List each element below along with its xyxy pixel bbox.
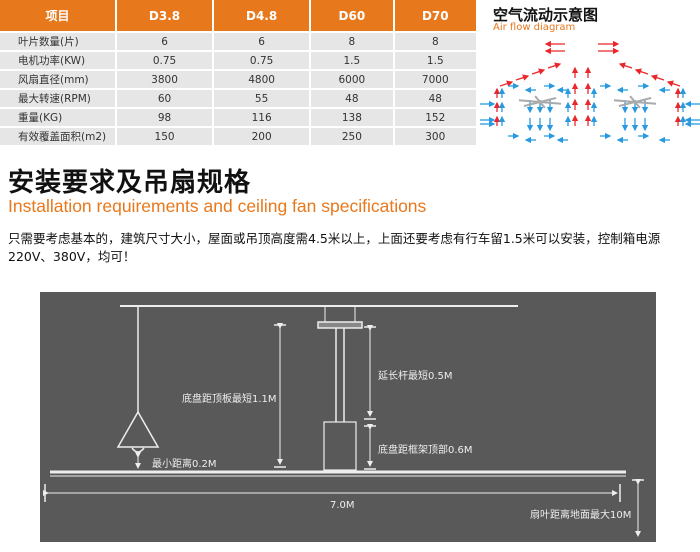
label-floor: 扇叶距离地面最大10M [530, 508, 631, 521]
lamp-shade-icon [116, 410, 160, 448]
cell: 250 [311, 128, 393, 145]
cell: 150 [117, 128, 213, 145]
fan-blade-icon [634, 101, 641, 109]
fan-blade-icon [534, 95, 541, 103]
fan-blade-icon [539, 101, 546, 109]
cell: 48 [394, 90, 476, 107]
cell: 6000 [311, 71, 393, 88]
label-chassis-ceiling: 底盘距顶板最短1.1M [182, 392, 277, 405]
red-arrow-icon [547, 62, 562, 69]
red-arrow-icon [618, 62, 633, 69]
label-span: 7.0M [330, 500, 355, 511]
cell: 7000 [394, 71, 476, 88]
spec-table: 项目 D3.8 D4.8 D60 D70 叶片数量(片) 6 6 8 8 电机功率(KW)… [0, 0, 478, 147]
cell: 0.75 [117, 52, 213, 69]
cell: 60 [117, 90, 213, 107]
fan-blade-icon [539, 96, 557, 103]
row-label: 有效覆盖面积(m2) [0, 128, 115, 145]
cell: 0.75 [214, 52, 310, 69]
section-subtitle: Installation requirements and ceiling fa… [8, 196, 427, 216]
section-title: 安装要求及吊扇规格 [8, 168, 252, 198]
fan-blade-icon [613, 99, 636, 103]
cell: 1.5 [311, 52, 393, 69]
header-cell: D60 [311, 0, 393, 31]
label-chassis-frame: 底盘距框架顶部0.6M [378, 443, 473, 456]
fan-blade-icon [634, 101, 657, 105]
cell: 1.5 [394, 52, 476, 69]
fan-blade-icon [634, 96, 652, 103]
cell: 6 [214, 33, 310, 50]
header-cell: D4.8 [214, 0, 310, 31]
table-row: 风扇直径(mm) 3800 4800 6000 7000 [0, 71, 476, 88]
fan-blade-icon [539, 101, 562, 105]
table-row: 叶片数量(片) 6 6 8 8 [0, 33, 476, 50]
cell: 55 [214, 90, 310, 107]
airflow-subtitle: Air flow diagram [493, 22, 576, 33]
cell: 200 [214, 128, 310, 145]
cell: 4800 [214, 71, 310, 88]
row-label: 最大转速(RPM) [0, 90, 115, 107]
cell: 8 [311, 33, 393, 50]
header-cell: 项目 [0, 0, 115, 31]
header-cell: D3.8 [117, 0, 213, 31]
red-arrow-icon [666, 80, 681, 87]
row-label: 重量(KG) [0, 109, 115, 126]
red-arrow-icon [650, 74, 665, 81]
cell: 138 [311, 109, 393, 126]
cell: 152 [394, 109, 476, 126]
cell: 300 [394, 128, 476, 145]
table-row: 重量(KG) 98 116 138 152 [0, 109, 476, 126]
row-label: 电机功率(KW) [0, 52, 115, 69]
red-arrow-icon [634, 68, 649, 75]
red-arrow-icon [499, 80, 514, 87]
red-arrow-icon [515, 74, 530, 81]
cell: 8 [394, 33, 476, 50]
cell: 98 [117, 109, 213, 126]
section-description: 只需要考虑基本的，建筑尺寸大小，屋面或吊顶高度需4.5米以上，上面还要考虑有行车… [8, 231, 661, 264]
cell: 116 [214, 109, 310, 126]
table-row: 有效覆盖面积(m2) 150 200 250 300 [0, 128, 476, 145]
fan-blade-icon [518, 99, 541, 103]
header-cell: D70 [394, 0, 476, 31]
motor-housing [323, 421, 357, 471]
fan-blade-icon [629, 95, 636, 103]
row-label: 风扇直径(mm) [0, 71, 115, 88]
cell: 3800 [117, 71, 213, 88]
cell: 6 [117, 33, 213, 50]
table-row: 电机功率(KW) 0.75 0.75 1.5 1.5 [0, 52, 476, 69]
red-arrow-icon [531, 68, 546, 75]
airflow-title: 空气流动示意图 [493, 6, 599, 24]
label-extension-rod: 延长杆最短0.5M [378, 369, 453, 382]
row-label: 叶片数量(片) [0, 33, 115, 50]
table-row: 最大转速(RPM) 60 55 48 48 [0, 90, 476, 107]
airflow-diagram [480, 40, 700, 144]
cell: 48 [311, 90, 393, 107]
label-min-distance: 最小距离0.2M [152, 457, 217, 470]
installation-diagram: 最小距离0.2M 底盘距顶板最短1.1M 延长杆最短0.5M 底盘距框架顶部0.… [40, 292, 656, 542]
